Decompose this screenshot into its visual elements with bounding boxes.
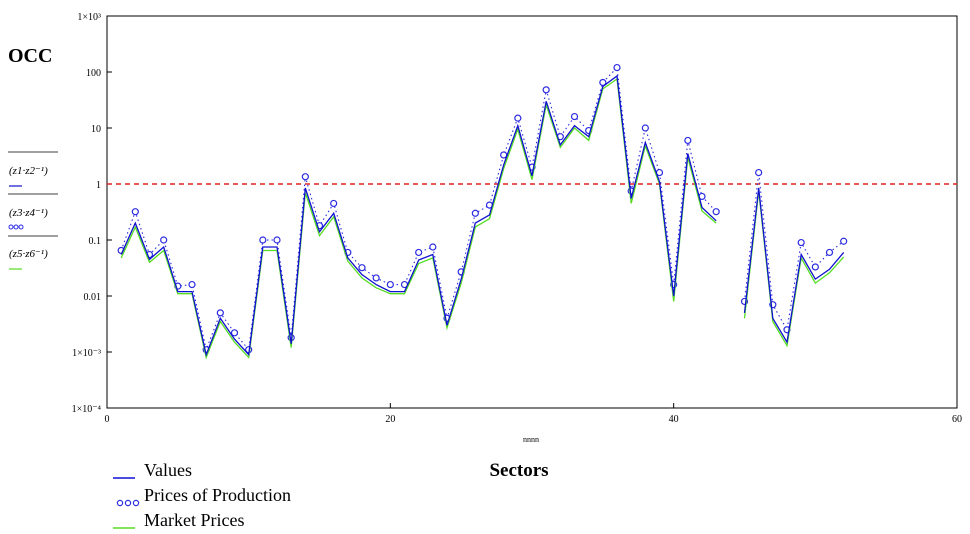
y-tick-label: 100 — [86, 68, 101, 79]
legend-item-market-prices: Market Prices — [113, 510, 244, 530]
series-line — [743, 190, 845, 348]
data-point — [273, 236, 281, 244]
legend-label-market-prices: Market Prices — [144, 510, 244, 530]
x-tick-label: 0 — [105, 414, 110, 425]
series-market-prices — [120, 77, 845, 360]
legend-label-values: Values — [144, 460, 192, 480]
data-point — [330, 199, 338, 208]
data-point — [230, 329, 239, 337]
data-point — [500, 151, 508, 159]
y-tick-label: 1 — [96, 180, 101, 191]
data-point — [358, 264, 366, 272]
legend: Values Prices of Production Market Price… — [113, 460, 291, 530]
legend-item-prices-of-production: Prices of Production — [116, 485, 291, 507]
series-prices-of-production — [117, 63, 848, 354]
x-axis-variable: nnnn — [523, 435, 539, 444]
data-point — [825, 248, 834, 257]
data-point — [840, 237, 848, 245]
data-point — [160, 236, 168, 244]
x-tick-label: 40 — [669, 414, 679, 425]
data-point — [188, 280, 196, 289]
series-values — [120, 74, 845, 357]
y-series-expressions: (z1·z2⁻¹) (z3·z4⁻¹) (z5·z6⁻¹) — [8, 151, 58, 270]
y-tick-label: 10 — [91, 124, 101, 135]
data-point — [755, 168, 763, 177]
series-line — [743, 187, 845, 344]
x-tick-label: 20 — [385, 414, 395, 425]
data-point — [613, 63, 621, 72]
y-expression-3: (z5·z6⁻¹) — [9, 248, 48, 260]
y-tick-label: 1×10⁻³ — [72, 348, 101, 359]
y-tick-label: 0.1 — [89, 236, 102, 247]
y-tick-label: 1×10³ — [77, 12, 101, 23]
data-point — [811, 263, 819, 271]
series-line — [120, 66, 717, 352]
data-point — [599, 78, 607, 87]
data-point — [471, 209, 479, 217]
legend-label-prices-of-production: Prices of Production — [144, 485, 291, 505]
y-expression-2: (z3·z4⁻¹) — [9, 207, 48, 219]
series-line — [120, 77, 717, 360]
data-point — [259, 236, 267, 244]
y-axis-label: OCC — [8, 45, 52, 67]
data-point — [386, 280, 394, 289]
data-point — [684, 136, 692, 145]
data-point — [797, 238, 805, 247]
data-point — [415, 248, 423, 257]
legend-item-values: Values — [113, 460, 192, 480]
x-axis-label: Sectors — [489, 460, 548, 481]
data-point — [131, 208, 139, 216]
data-point — [712, 208, 720, 216]
data-point — [301, 173, 309, 181]
y-expression-1: (z1·z2⁻¹) — [9, 165, 48, 177]
y-tick-label: 0.01 — [84, 292, 102, 303]
data-point — [570, 112, 579, 121]
data-point — [542, 86, 550, 94]
data-point — [372, 274, 380, 282]
series-line — [120, 74, 717, 357]
y-tick-label: 1×10⁻⁴ — [72, 404, 102, 415]
x-tick-label: 60 — [952, 414, 962, 425]
plot-frame — [106, 15, 958, 409]
data-point — [641, 124, 649, 132]
data-point — [514, 114, 522, 122]
data-point — [429, 243, 437, 251]
data-point — [216, 309, 224, 317]
